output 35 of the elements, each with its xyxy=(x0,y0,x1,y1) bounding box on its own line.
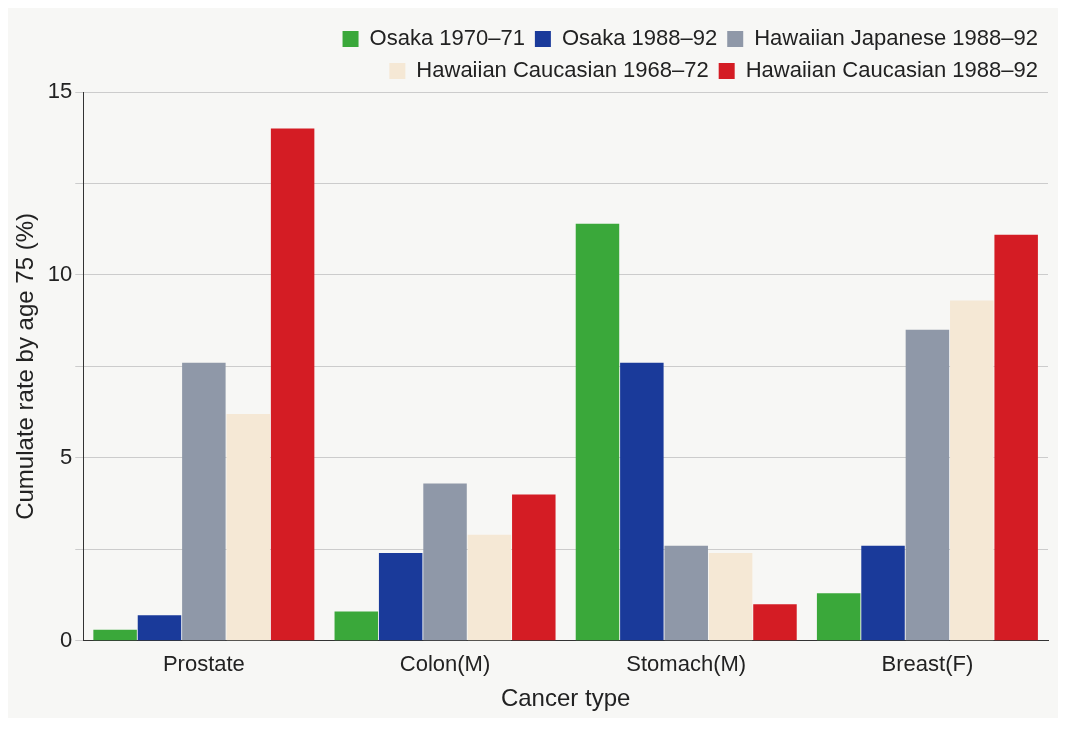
bar xyxy=(270,128,315,641)
bar xyxy=(575,223,620,641)
x-tick-label: Breast(F) xyxy=(881,651,974,677)
y-tick-label: 10 xyxy=(47,261,73,286)
x-tick-label: Prostate xyxy=(162,651,245,677)
bar xyxy=(334,611,379,641)
legend-label: Hawaiian Caucasian 1988–92 xyxy=(745,57,1039,83)
x-tick-label: Colon(M) xyxy=(399,651,491,677)
bar xyxy=(423,483,467,641)
bar xyxy=(994,234,1038,641)
bar xyxy=(512,494,556,641)
bar xyxy=(378,552,423,641)
bar xyxy=(93,629,137,641)
y-tick-label: 15 xyxy=(47,78,73,104)
bar xyxy=(905,329,950,641)
bar xyxy=(226,413,270,641)
y-tick-label: 5 xyxy=(60,443,73,469)
y-tick-label: 0 xyxy=(60,626,73,652)
x-tick-label: Stomach(M) xyxy=(626,651,747,677)
bar xyxy=(467,534,512,641)
legend-label: Hawaiian Japanese 1988–92 xyxy=(754,25,1038,51)
bar xyxy=(861,545,905,641)
x-axis-title: Cancer type xyxy=(500,684,631,712)
bar xyxy=(950,300,994,641)
bar xyxy=(708,552,753,641)
legend-label: Hawaiian Caucasian 1968–72 xyxy=(416,57,709,83)
legend-label: Osaka 1970–71 xyxy=(369,25,525,51)
bar xyxy=(753,604,797,641)
legend-label: Osaka 1988–92 xyxy=(561,25,718,51)
bar xyxy=(137,615,182,641)
bar xyxy=(182,362,226,641)
bar xyxy=(620,362,664,641)
bar xyxy=(664,545,708,641)
y-axis-title: Cumulate rate by age 75 (%) xyxy=(11,212,39,520)
bar xyxy=(816,593,861,641)
